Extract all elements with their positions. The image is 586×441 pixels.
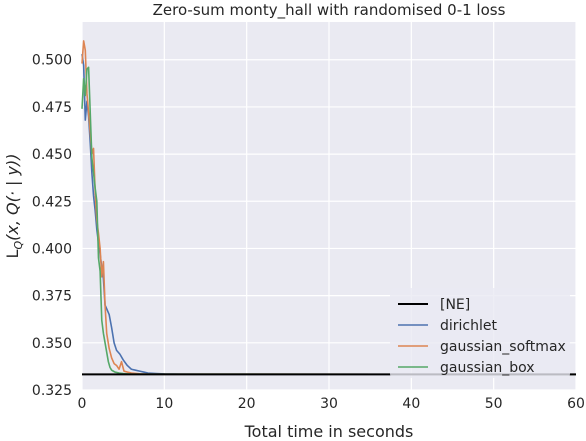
y-tick-label: 0.450: [32, 147, 72, 163]
y-tick-label: 0.325: [32, 383, 72, 399]
x-tick-label: 0: [78, 396, 87, 412]
x-axis-ticks: 0 10 20 30 40 50 60: [78, 396, 585, 412]
y-tick-label: 0.375: [32, 289, 72, 305]
y-tick-label: 0.425: [32, 194, 72, 210]
y-axis-label: LQ(x, Q(· | y)): [3, 154, 25, 259]
x-tick-label: 60: [567, 396, 585, 412]
x-tick-label: 10: [155, 396, 173, 412]
y-tick-label: 0.475: [32, 100, 72, 116]
y-tick-label: 0.400: [32, 241, 72, 257]
legend-box: [390, 288, 570, 378]
chart-title: Zero-sum monty_hall with randomised 0-1 …: [153, 1, 506, 20]
x-tick-label: 40: [402, 396, 420, 412]
series-line-gaussian-softmax: [81, 40, 577, 376]
legend-entry: [NE]: [440, 297, 470, 313]
x-tick-label: 50: [485, 396, 503, 412]
x-tick-label: 20: [238, 396, 256, 412]
legend-entry: dirichlet: [440, 318, 497, 334]
y-axis-ticks: 0.325 0.350 0.375 0.400 0.425 0.450 0.475 0.500: [32, 53, 72, 399]
legend-entry: gaussian_softmax: [440, 339, 566, 355]
series-line-gaussian-box: [81, 66, 577, 376]
y-tick-label: 0.350: [32, 336, 72, 352]
x-tick-label: 30: [320, 396, 338, 412]
y-tick-label: 0.500: [32, 53, 72, 69]
legend-entry: gaussian_box: [440, 360, 535, 376]
x-axis-label: Total time in seconds: [244, 422, 414, 441]
legend: [NE] dirichlet gaussian_softmax gaussian_bo…: [390, 288, 570, 378]
series-line-dirichlet: [81, 53, 576, 376]
